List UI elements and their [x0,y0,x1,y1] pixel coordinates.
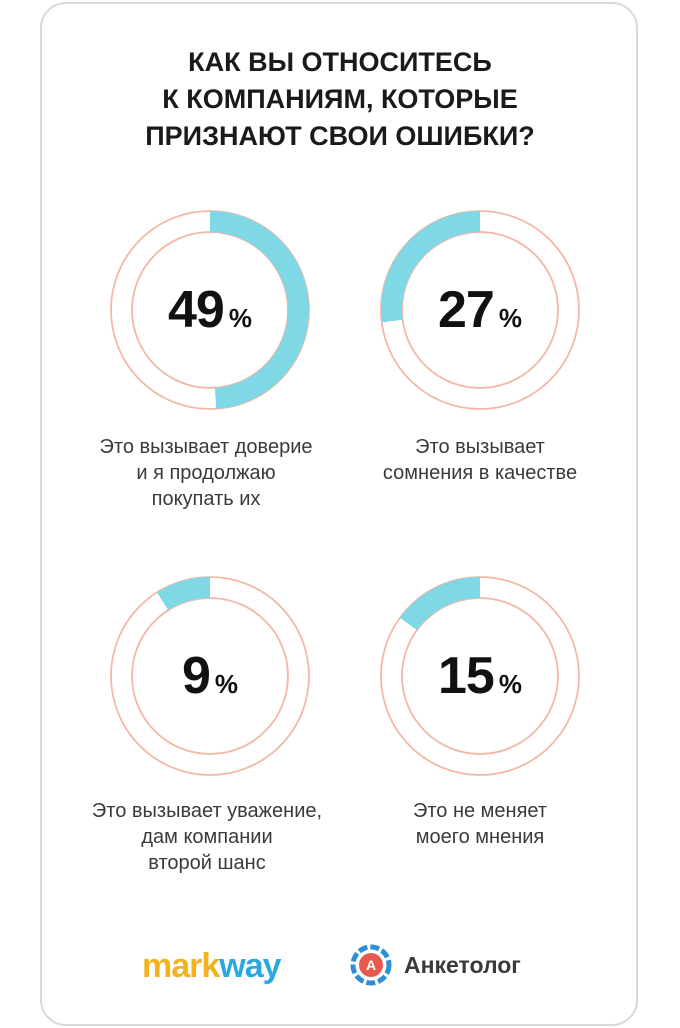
infographic-card [40,2,638,1026]
donut-value-3: 9 % [110,576,310,776]
chart-title-line-1: КАК ВЫ ОТНОСИТЕСЬ [188,47,492,77]
anketolog-badge-letter: А [366,957,376,973]
donut-segment-1 [210,211,309,409]
donut-svg-4 [380,576,580,776]
donut-segment-3 [156,577,210,611]
donut-value-4: 15 % [380,576,580,776]
donut-label-3: Это вызывает уважение, дам компании втор… [57,798,357,876]
donut-label-4: Это не меняет моего мнения [330,798,630,850]
donut-value-1: 49 % [110,210,310,410]
donut-value-unit-3: % [214,668,239,699]
donut-label-3-line-1: Это вызывает уважение, [91,800,323,822]
donut-label-4-line-2: моего мнения [415,826,545,848]
donut-value-number-1: 49 [168,281,225,339]
donut-label-2-line-2: сомнения в качестве [382,462,578,484]
donut-label-3-line-3: второй шанс [148,852,266,874]
anketolog-logo-text: Анкетолог [404,951,521,978]
donut-segment-4 [399,577,480,631]
chart-title-line-2: К КОМПАНИЯМ, КОТОРЫЕ [162,84,518,114]
donut-chart-2: 27 % [380,210,580,410]
donut-label-4-line-1: Это не меняет [412,800,548,822]
donut-svg-3 [110,576,310,776]
donut-svg-2 [380,210,580,410]
donut-value-number-2: 27 [438,281,495,339]
anketolog-badge-icon: А [350,944,392,986]
donut-label-1-line-2: и я продолжаю [136,462,276,484]
chart-title: КАК ВЫ ОТНОСИТЕСЬ К КОМПАНИЯМ, КОТОРЫЕ П… [0,44,680,155]
donut-value-2: 27 % [380,210,580,410]
donut-label-1-line-1: Это вызывает доверие [99,436,313,458]
anketolog-logo: А Анкетолог [348,942,521,988]
donut-label-1-line-3: покупать их [151,488,261,510]
donut-value-number-3: 9 [181,647,211,705]
markway-logo: markway [142,946,282,986]
donut-value-unit-4: % [498,668,522,699]
donut-label-1: Это вызывает доверие и я продолжаю покуп… [56,434,356,512]
donut-chart-1: 49 % [110,210,310,410]
markway-logo-part-1: mark [142,947,220,985]
donut-label-3-line-2: дам компании [141,826,273,848]
donut-svg-1 [110,210,310,410]
donut-value-number-4: 15 [438,647,495,705]
donut-chart-3: 9 % [110,576,310,776]
donut-label-2-line-1: Это вызывает [415,436,545,458]
markway-logo-part-2: way [219,947,281,985]
donut-chart-4: 15 % [380,576,580,776]
donut-value-unit-1: % [228,302,252,333]
donut-value-unit-2: % [498,302,522,333]
chart-title-line-3: ПРИЗНАЮТ СВОИ ОШИБКИ? [145,121,535,151]
donut-segment-2 [381,211,480,323]
donut-label-2: Это вызывает сомнения в качестве [330,434,630,486]
